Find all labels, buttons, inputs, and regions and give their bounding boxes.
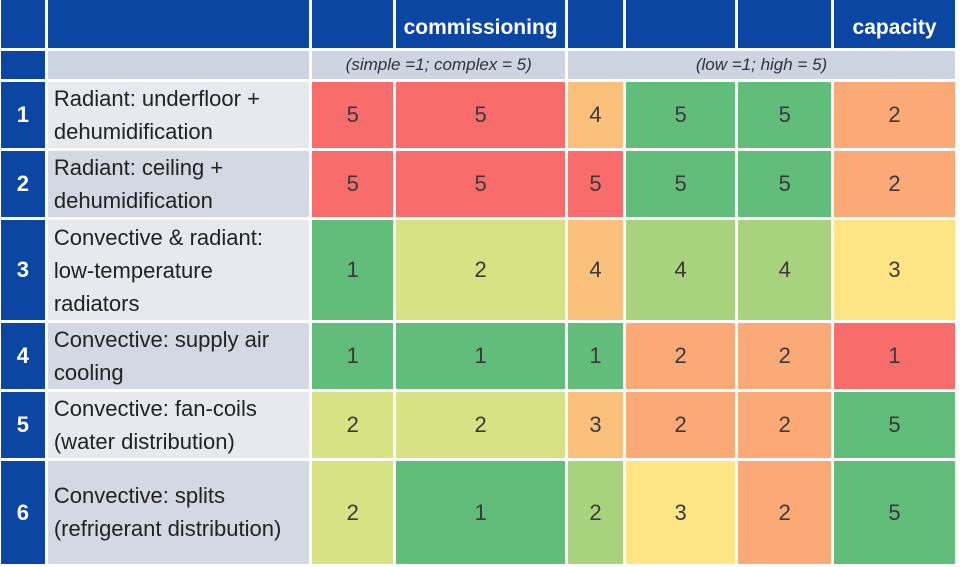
header-cell-5 — [625, 0, 736, 48]
table-row: 2 Radiant: ceiling + dehumidification 5 5… — [1, 151, 955, 217]
header-cell-4 — [568, 0, 623, 48]
score-cell: 1 — [312, 220, 394, 320]
table-row: 1 Radiant: underfloor + dehumidification … — [1, 82, 955, 148]
system-name-line: radiators — [53, 290, 140, 316]
system-name: Radiant: underfloor + dehumidification — [47, 82, 310, 148]
table-row: 5 Convective: fan-coils (water distributi… — [1, 392, 955, 458]
score-cell: 5 — [834, 392, 955, 458]
scale-corner-cell — [1, 51, 45, 79]
system-name-line: Convective: fan-coils — [53, 396, 257, 421]
system-name-line: Convective: splits — [53, 483, 226, 508]
score-cell: 1 — [834, 323, 955, 389]
system-name: Convective & radiant: low-temperature radi… — [47, 220, 310, 320]
header-cell-design — [312, 0, 394, 48]
score-cell: 2 — [834, 82, 955, 148]
score-cell: 5 — [312, 151, 394, 217]
scale-row: (simple =1; complex = 5) (low =1; high =… — [1, 51, 955, 79]
system-name-line: dehumidification — [53, 188, 213, 213]
scale-label-complexity: (simple =1; complex = 5) — [312, 51, 566, 79]
score-cell: 1 — [396, 323, 566, 389]
system-name-line: dehumidification — [53, 119, 213, 144]
scale-empty-cell — [47, 51, 310, 79]
score-cell: 2 — [396, 220, 566, 320]
score-cell: 3 — [568, 392, 623, 458]
score-cell: 3 — [834, 220, 955, 320]
score-cell: 5 — [738, 82, 832, 148]
scale-label-level: (low =1; high = 5) — [568, 51, 955, 79]
score-cell: 5 — [738, 151, 832, 217]
header-cell-system — [47, 0, 310, 48]
row-number: 4 — [1, 323, 45, 389]
row-number: 2 — [1, 151, 45, 217]
table-row: 4 Convective: supply air cooling 1 1 1 2 … — [1, 323, 955, 389]
score-cell: 4 — [625, 220, 736, 320]
score-cell: 2 — [738, 323, 832, 389]
system-name-line: Radiant: ceiling + — [53, 155, 224, 180]
score-cell: 3 — [625, 461, 736, 564]
table-row: 6 Convective: splits (refrigerant distrib… — [1, 461, 955, 564]
system-name: Convective: splits (refrigerant distribut… — [47, 461, 310, 564]
score-cell: 5 — [396, 151, 566, 217]
system-name: Convective: fan-coils (water distribution… — [47, 392, 310, 458]
header-cell-6 — [738, 0, 832, 48]
score-cell: 1 — [568, 323, 623, 389]
score-cell: 1 — [312, 323, 394, 389]
score-cell: 2 — [312, 392, 394, 458]
system-name-line: Convective: supply air — [53, 327, 270, 352]
score-cell: 5 — [396, 82, 566, 148]
score-cell: 5 — [625, 151, 736, 217]
score-cell: 4 — [568, 82, 623, 148]
score-cell: 2 — [312, 461, 394, 564]
row-number: 3 — [1, 220, 45, 320]
row-number: 1 — [1, 82, 45, 148]
score-cell: 5 — [625, 82, 736, 148]
score-cell: 5 — [834, 461, 955, 564]
score-cell: 4 — [568, 220, 623, 320]
score-cell: 2 — [625, 392, 736, 458]
row-number: 5 — [1, 392, 45, 458]
header-cell-commissioning: commissioning — [396, 0, 566, 48]
score-cell: 5 — [568, 151, 623, 217]
system-name: Convective: supply air cooling — [47, 323, 310, 389]
header-row: commissioning capacity — [1, 0, 955, 48]
system-name-line: cooling — [53, 360, 124, 385]
system-name-line: Convective & radiant: — [53, 224, 263, 250]
row-number: 6 — [1, 461, 45, 564]
score-cell: 1 — [396, 461, 566, 564]
score-cell: 5 — [312, 82, 394, 148]
system-name-line: Radiant: underfloor + — [53, 86, 260, 111]
system-name-line: (water distribution) — [53, 429, 235, 454]
header-cell-number — [1, 0, 45, 48]
score-cell: 2 — [834, 151, 955, 217]
score-cell: 4 — [738, 220, 832, 320]
score-cell: 2 — [738, 461, 832, 564]
score-cell: 2 — [625, 323, 736, 389]
system-name: Radiant: ceiling + dehumidification — [47, 151, 310, 217]
table-row: 3 Convective & radiant: low-temperature ra… — [1, 220, 955, 320]
score-cell: 2 — [396, 392, 566, 458]
score-cell: 2 — [738, 392, 832, 458]
system-name-line: low-temperature — [53, 257, 213, 283]
system-name-line: (refrigerant distribution) — [53, 516, 282, 541]
score-cell: 2 — [568, 461, 623, 564]
header-cell-capacity: capacity — [834, 0, 955, 48]
